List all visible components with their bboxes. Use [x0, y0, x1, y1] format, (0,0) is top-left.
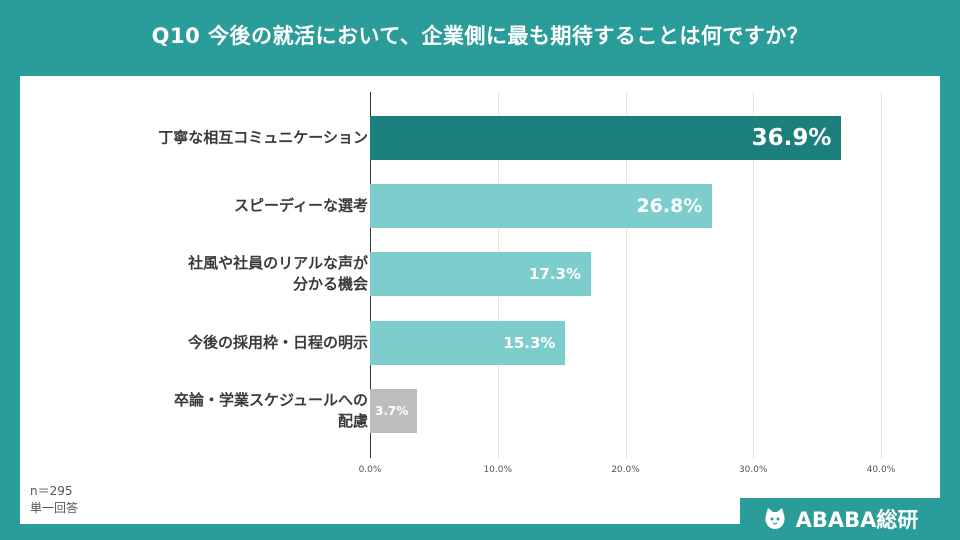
grid-line — [625, 92, 627, 458]
grid-line — [881, 92, 882, 458]
category-label-line: 今後の採用枠・日程の明示 — [187, 333, 368, 352]
bar-value-label: 26.8% — [636, 195, 703, 217]
x-tick-label: 10.0% — [483, 465, 513, 475]
category-label-line: 配慮 — [337, 412, 368, 430]
bar: 15.3% — [370, 321, 566, 365]
x-tick-label: 40.0% — [866, 465, 896, 475]
bar: 17.3% — [370, 252, 591, 296]
category-label: スピーディーな選考 — [68, 196, 368, 217]
category-label: 今後の採用枠・日程の明示 — [68, 333, 368, 354]
bar: 36.9% — [370, 116, 842, 160]
category-label: 丁寧な相互コミュニケーション — [68, 128, 368, 149]
chart-card: 0.0% 10.0% 20.0% 30.0% 40.0% 丁寧な相互コミュニケーションス… — [20, 76, 940, 540]
answer-type-note: 単一回答 — [30, 501, 79, 515]
page-title: Q10 今後の就活において、企業側に最も期待することは何ですか？ — [151, 24, 809, 48]
brand-name: ABABA総研 — [795, 508, 919, 532]
bar: 26.8% — [370, 184, 713, 228]
bar-value-label: 15.3% — [503, 334, 556, 352]
x-tick-label: 30.0% — [738, 465, 768, 475]
bar-value-label: 36.9% — [751, 125, 832, 151]
sample-size-note: n＝295 — [30, 484, 73, 498]
category-label-line: スピーディーな選考 — [234, 196, 368, 215]
bar-value-label: 3.7% — [375, 404, 409, 418]
category-label-line: 分かる機会 — [292, 275, 368, 293]
category-label: 卒論・学業スケジュールへの配慮 — [68, 390, 368, 432]
cat-mascot-icon — [765, 508, 785, 529]
category-label: 社風や社員のリアルな声が分かる機会 — [68, 253, 368, 295]
brand-badge: ABABA総研 — [740, 498, 940, 540]
grid-line — [753, 92, 755, 458]
x-tick-label: 20.0% — [611, 465, 640, 475]
bar-value-label: 17.3% — [528, 265, 581, 283]
x-tick-label: 0.0% — [358, 465, 382, 475]
category-label-line: 社風や社員のリアルな声が — [188, 254, 368, 272]
bar: 3.7% — [370, 389, 418, 433]
category-label-line: 卒論・学業スケジュールへの — [174, 391, 368, 409]
category-label-line: 丁寧な相互コミュニケーション — [158, 128, 368, 147]
